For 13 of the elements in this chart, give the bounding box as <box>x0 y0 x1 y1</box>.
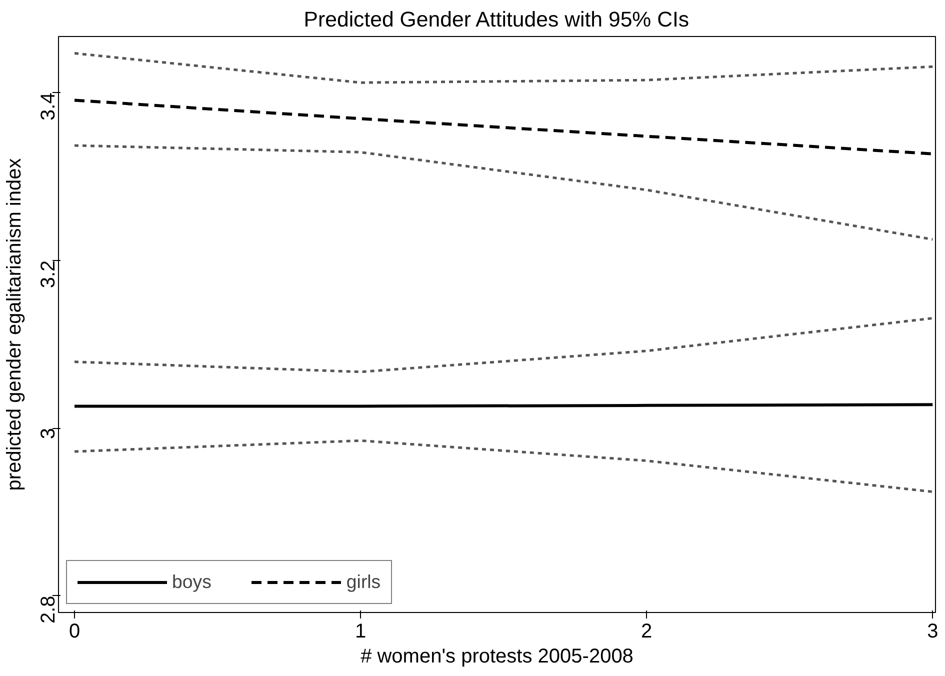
x-axis-title: # women's protests 2005-2008 <box>360 646 634 668</box>
y-tick-label: 3.4 <box>38 92 60 120</box>
x-tick-label: 0 <box>68 620 80 642</box>
legend-label: boys <box>172 571 212 593</box>
x-tick-label: 2 <box>641 620 652 642</box>
y-tick-label: 3.2 <box>38 260 60 288</box>
y-axis-title: predicted gender egalitarianism index <box>4 158 26 491</box>
y-tick-label: 2.8 <box>38 596 60 624</box>
x-tick-label: 1 <box>354 620 366 642</box>
chart-title: Predicted Gender Attitudes with 95% CIs <box>304 8 690 32</box>
legend-label: girls <box>346 571 381 593</box>
x-tick-label: 3 <box>927 620 938 642</box>
y-tick-label: 3 <box>38 428 60 440</box>
